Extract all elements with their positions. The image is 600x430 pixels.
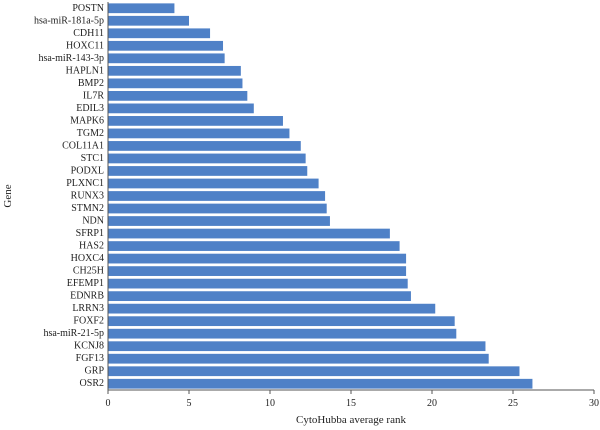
x-tick-label: 30 — [589, 398, 599, 409]
bar-HAPLN1 — [108, 65, 241, 76]
bar-SFRP1 — [108, 228, 390, 239]
bar-IL7R — [108, 90, 248, 101]
category-label-FOXF2: FOXF2 — [73, 316, 104, 327]
category-label-PLXNC1: PLXNC1 — [66, 178, 104, 189]
category-label-HOXC11: HOXC11 — [66, 40, 104, 51]
x-tick-label: 0 — [106, 398, 111, 409]
bar-EDIL3 — [108, 103, 254, 114]
category-label-EFEMP1: EFEMP1 — [67, 278, 104, 289]
category-label-EDNRB: EDNRB — [70, 291, 104, 302]
bar-RUNX3 — [108, 191, 326, 201]
x-tick-label: 5 — [187, 398, 192, 409]
x-tick-label: 20 — [427, 398, 437, 409]
category-label-IL7R: IL7R — [83, 90, 104, 101]
category-label-KCNJ8: KCNJ8 — [74, 341, 104, 352]
bar-EDNRB — [108, 291, 411, 302]
category-label-MAPK6: MAPK6 — [70, 115, 104, 126]
bar-POSTN — [108, 3, 175, 14]
bar-STC1 — [108, 153, 306, 164]
bar-HAS2 — [108, 241, 400, 251]
category-label-HAS2: HAS2 — [79, 241, 104, 252]
bar-TGM2 — [108, 128, 290, 139]
bar-BMP2 — [108, 78, 243, 89]
category-label-EDIL3: EDIL3 — [76, 103, 104, 114]
category-label-HAPLN1: HAPLN1 — [66, 65, 104, 76]
category-label-RUNX3: RUNX3 — [71, 191, 104, 202]
bar-NDN — [108, 216, 330, 226]
category-label-hsa-miR-21-5p: hsa-miR-21-5p — [43, 328, 104, 339]
bar-hsa-miR-143-3p — [108, 53, 225, 64]
category-label-STMN2: STMN2 — [71, 203, 104, 214]
category-label-hsa-miR-143-3p: hsa-miR-143-3p — [38, 53, 104, 64]
bar-FGF13 — [108, 353, 489, 364]
category-label-GRP: GRP — [85, 366, 105, 377]
bars-group — [108, 3, 533, 389]
bar-GRP — [108, 366, 520, 377]
bar-MAPK6 — [108, 116, 283, 126]
category-label-COL11A1: COL11A1 — [62, 140, 104, 151]
category-label-LRRN3: LRRN3 — [72, 303, 104, 314]
category-label-POSTN: POSTN — [72, 3, 104, 14]
y-axis-title: Gene — [2, 184, 14, 207]
category-label-TGM2: TGM2 — [77, 128, 104, 139]
category-label-CH25H: CH25H — [73, 266, 104, 277]
category-label-OSR2: OSR2 — [80, 378, 104, 389]
x-tick-label: 10 — [265, 398, 275, 409]
category-label-SFRP1: SFRP1 — [76, 228, 104, 239]
category-label-HOXC4: HOXC4 — [71, 253, 104, 264]
bar-STMN2 — [108, 203, 327, 214]
category-label-FGF13: FGF13 — [76, 353, 104, 364]
bar-FOXF2 — [108, 316, 455, 327]
category-label-PODXL: PODXL — [71, 165, 104, 176]
x-tick-label: 15 — [346, 398, 356, 409]
category-label-NDN: NDN — [82, 216, 104, 227]
x-ticks: 0 5 10 15 20 25 30 — [106, 390, 599, 409]
bar-HOXC11 — [108, 40, 224, 51]
bar-PODXL — [108, 166, 308, 176]
bar-CH25H — [108, 266, 407, 276]
bar-OSR2 — [108, 378, 533, 389]
bar-EFEMP1 — [108, 278, 408, 289]
category-label-hsa-miR-181a-5p: hsa-miR-181a-5p — [34, 15, 104, 26]
category-label-BMP2: BMP2 — [78, 78, 104, 89]
bar-PLXNC1 — [108, 178, 319, 189]
bar-LRRN3 — [108, 303, 436, 314]
bar-COL11A1 — [108, 141, 301, 151]
x-tick-label: 25 — [508, 398, 518, 409]
category-label-STC1: STC1 — [81, 153, 104, 164]
category-label-CDH11: CDH11 — [73, 28, 104, 39]
bar-hsa-miR-181a-5p — [108, 15, 189, 26]
x-axis-title: CytoHubba average rank — [296, 414, 406, 426]
bar-HOXC4 — [108, 253, 407, 264]
bar-hsa-miR-21-5p — [108, 328, 457, 339]
bar-CDH11 — [108, 28, 211, 39]
bar-KCNJ8 — [108, 341, 486, 352]
